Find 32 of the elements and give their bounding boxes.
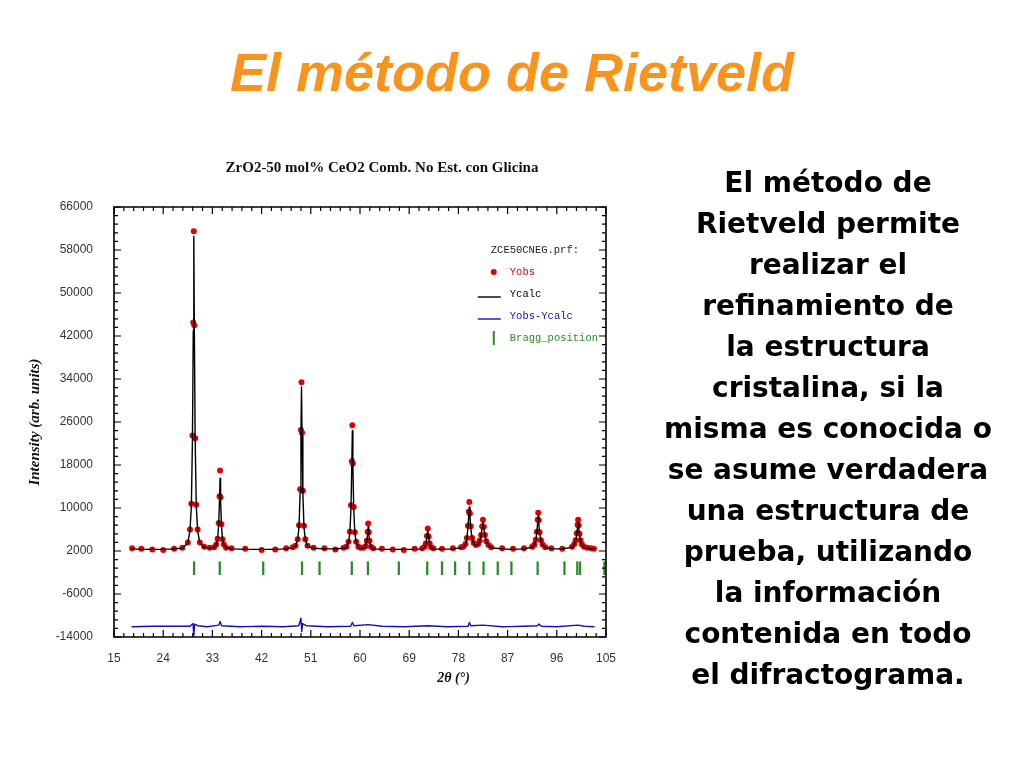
x-axis-title: 2θ (°) [436, 669, 470, 686]
y-tick-label: 34000 [59, 371, 94, 386]
legend-label: Yobs [509, 265, 535, 278]
y-tick-label: 18000 [59, 457, 94, 472]
x-tick-label: 87 [500, 650, 515, 665]
chart-subtitle: ZrO2-50 mol% CeO2 Comb. No Est. con Glicina [224, 158, 540, 177]
legend-label: Ycalc [509, 287, 542, 300]
x-tick-label: 78 [451, 650, 466, 665]
y-tick-label: 58000 [59, 242, 94, 257]
x-tick-label: 96 [550, 650, 564, 665]
legend-label: Yobs-Ycalc [509, 309, 573, 322]
x-tick-label: 105 [595, 650, 617, 665]
text: El método de Rietveld permite realizar el refinamiento de la estructura cristalina, si la misma es conocida o se asume verdadera una estructura de prueba, utilizando la información contenida en todo el difractograma. [664, 166, 992, 691]
y-tick-label: 66000 [59, 199, 94, 214]
y-tick-label: -14000 [55, 629, 94, 644]
x-tick-label: 24 [156, 650, 171, 665]
y-tick-label: 26000 [59, 414, 94, 429]
y-tick-label: 42000 [59, 328, 94, 343]
x-tick-label: 42 [254, 650, 269, 665]
x-tick-label: 51 [304, 650, 318, 665]
y-axis-title: Intensity (arb. units) [25, 358, 43, 487]
x-tick-label: 15 [107, 650, 121, 665]
y-tick-label: 50000 [59, 285, 94, 300]
x-tick-label: 60 [353, 650, 367, 665]
y-tick-label: 10000 [59, 500, 94, 515]
legend-title: ZCE50CNEG.prf: [490, 243, 579, 256]
x-tick-label: 69 [402, 650, 417, 665]
y-tick-label: 2000 [66, 543, 94, 558]
y-tick-label: -6000 [62, 586, 94, 601]
chart-title: El método de Rietveld [228, 41, 796, 103]
legend-label: Bragg_position [509, 331, 598, 344]
x-tick-label: 33 [205, 650, 220, 665]
